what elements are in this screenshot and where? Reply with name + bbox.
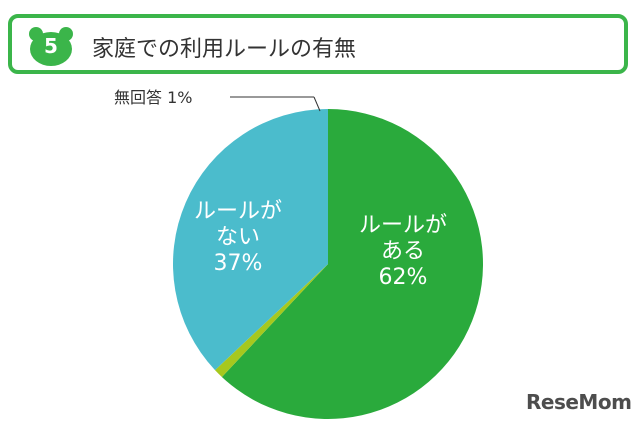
chart-header: 5 家庭での利用ルールの有無 [8,14,628,74]
slice-rule-no [173,109,328,371]
slice-rule-no-label-line: ない [216,225,260,250]
slice-rule-yes-label-line: ルールが [359,213,447,238]
no-answer-label: 無回答 1% [114,88,192,107]
slice-rule-no-label-line: ルールが [194,199,282,224]
bear-badge-icon [29,27,73,66]
slice-no-answer [215,264,328,377]
leader-line-tick [313,96,321,112]
slice-rule-yes-label-line: 62% [379,265,428,290]
slice-rule-yes-label-line: ある [381,239,425,264]
slice-rule-yes [221,109,483,420]
chart-title: 家庭での利用ルールの有無 [92,37,357,62]
section-number: 5 [44,34,58,58]
resemom-logo: ReseMom [526,390,632,414]
slice-rule-no-label-line: 37% [214,251,263,276]
resemom-logo-text: ReseMom [526,390,632,414]
